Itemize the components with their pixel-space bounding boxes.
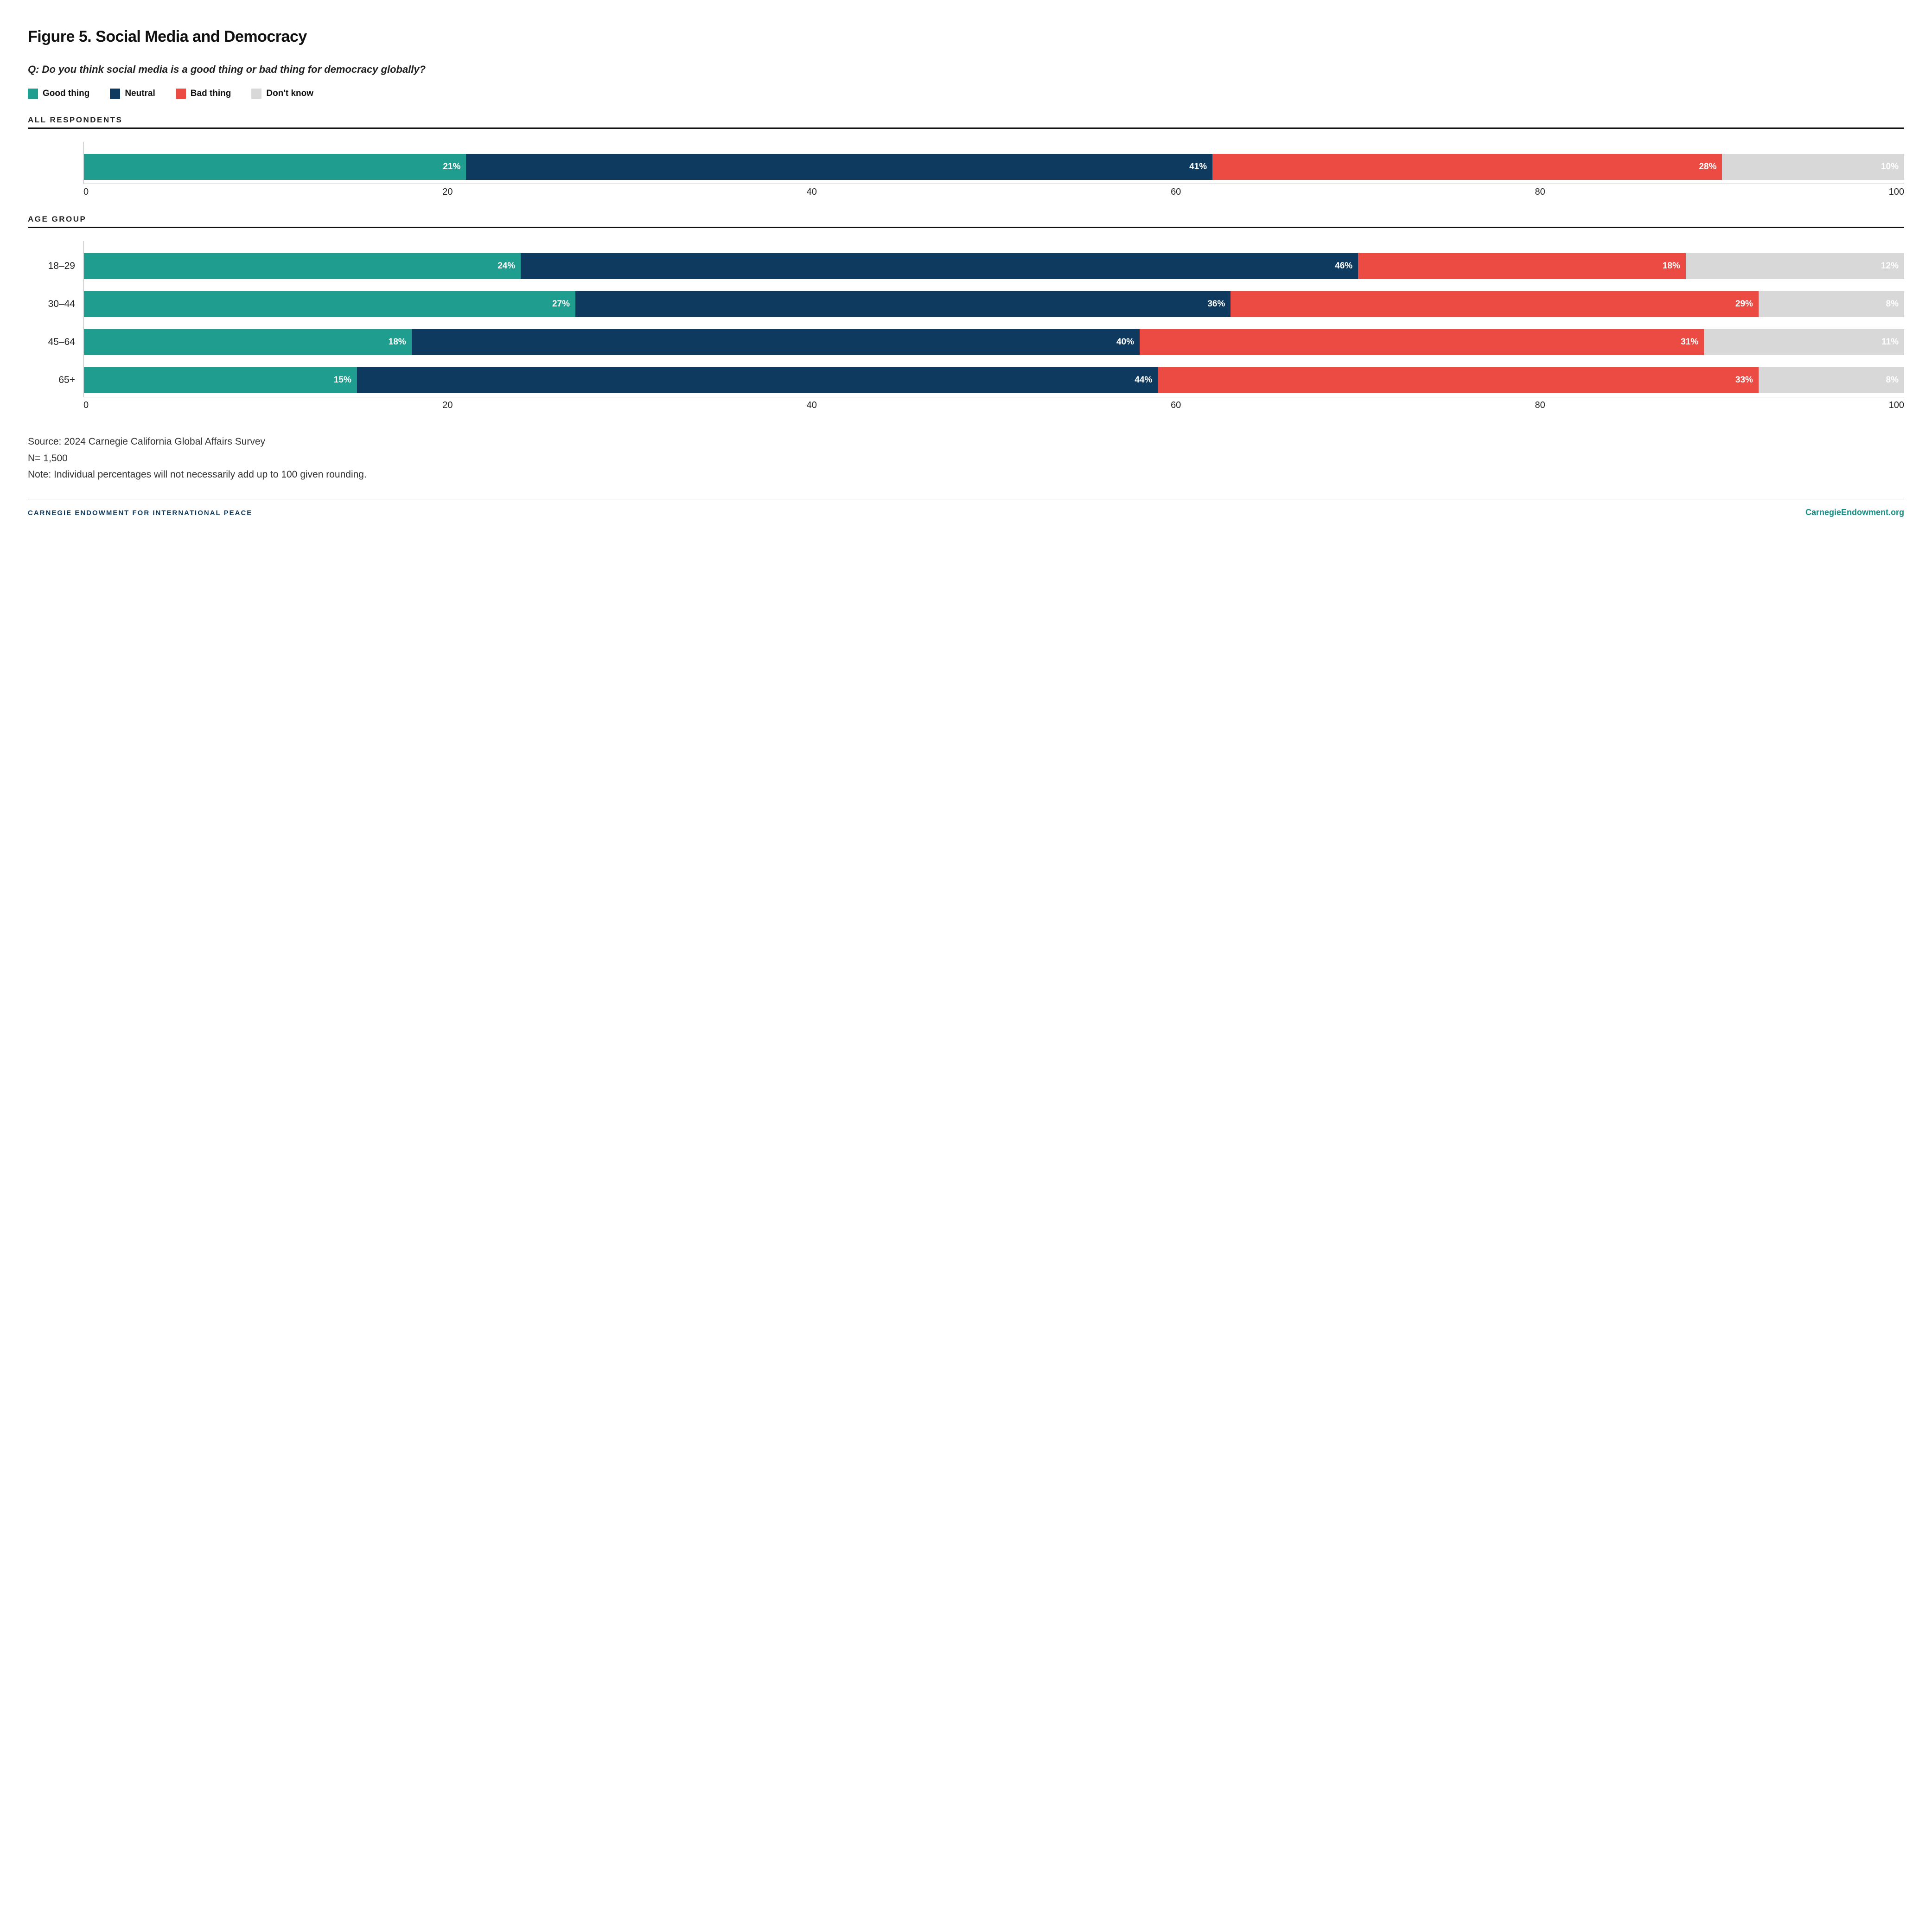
plot-column: 24%46%18%12%27%36%29%8%18%40%31%11%15%44… [83,241,1904,413]
bar-segment-neutral: 46% [521,253,1358,279]
survey-question: Q: Do you think social media is a good t… [28,64,1904,76]
legend-item: Don't know [251,89,313,99]
bar-segment-bad: 29% [1231,291,1759,317]
axis-tick: 20 [442,187,453,198]
bar-segment-good: 21% [84,154,466,180]
footnotes: Source: 2024 Carnegie California Global … [28,433,1904,483]
x-axis: 0 20 40 60 80 100 [83,397,1904,413]
bar-row: 21%41%28%10% [84,154,1904,180]
bar-area: 24%46%18%12%27%36%29%8%18%40%31%11%15%44… [83,241,1904,397]
bar-segment-dontknow: 8% [1759,367,1904,393]
bar-segment-good: 18% [84,329,412,355]
bar-segment-dontknow: 12% [1686,253,1904,279]
bar-segment-neutral: 40% [412,329,1140,355]
legend-label: Neutral [125,89,155,99]
legend-item: Bad thing [176,89,231,99]
legend-label: Good thing [43,89,89,99]
axis-tick: 60 [1171,400,1181,411]
category-label: 65+ [58,375,75,386]
legend-swatch [251,89,261,99]
legend-label: Don't know [266,89,313,99]
plot-column: 21%41%28%10% 0 20 40 60 80 100 [83,142,1904,200]
category-column: 18–29 30–44 45–64 65+ [28,241,83,413]
bar-segment-dontknow: 10% [1722,154,1904,180]
x-axis: 0 20 40 60 80 100 [83,184,1904,200]
category-label: 18–29 [48,261,75,272]
footnote-source: Source: 2024 Carnegie California Global … [28,433,1904,450]
category-label: 45–64 [48,337,75,348]
section-rule [28,227,1904,228]
figure-title: Figure 5. Social Media and Democracy [28,28,1904,46]
axis-tick: 80 [1535,400,1545,411]
axis-tick: 0 [83,187,89,198]
bar-segment-good: 24% [84,253,521,279]
axis-tick: 80 [1535,187,1545,198]
bar-segment-bad: 31% [1140,329,1704,355]
footer-org: CARNEGIE ENDOWMENT FOR INTERNATIONAL PEA… [28,509,252,517]
bar-area: 21%41%28%10% [83,142,1904,184]
bar-row: 27%36%29%8% [84,291,1904,317]
axis-tick: 40 [807,400,817,411]
legend-swatch [176,89,186,99]
bar-segment-neutral: 36% [575,291,1231,317]
legend-swatch [28,89,38,99]
bar-segment-dontknow: 8% [1759,291,1904,317]
chart-age: 18–2930–4445–6465+24%46%18%12%27%36%29%8… [28,241,1904,413]
footer-url: CarnegieEndowment.org [1805,508,1904,517]
bar-segment-good: 27% [84,291,575,317]
section-rule [28,127,1904,129]
axis-tick: 0 [83,400,89,411]
footnote-n: N= 1,500 [28,450,1904,467]
chart-all: 21%41%28%10% 0 20 40 60 80 100 [28,142,1904,200]
page-footer: CARNEGIE ENDOWMENT FOR INTERNATIONAL PEA… [28,508,1904,517]
bar-row: 15%44%33%8% [84,367,1904,393]
bar-segment-good: 15% [84,367,357,393]
legend: Good thing Neutral Bad thing Don't know [28,89,1904,99]
legend-item: Good thing [28,89,89,99]
category-label: 30–44 [48,299,75,310]
footnote-note: Note: Individual percentages will not ne… [28,466,1904,483]
bar-segment-bad: 18% [1358,253,1686,279]
legend-item: Neutral [110,89,155,99]
axis-tick: 100 [1889,400,1904,411]
bar-segment-bad: 33% [1158,367,1759,393]
axis-tick: 20 [442,400,453,411]
bar-segment-neutral: 44% [357,367,1158,393]
axis-tick: 100 [1889,187,1904,198]
bar-segment-neutral: 41% [466,154,1212,180]
legend-swatch [110,89,120,99]
axis-tick: 40 [807,187,817,198]
axis-tick: 60 [1171,187,1181,198]
section-label: AGE GROUP [28,215,1904,224]
bar-segment-dontknow: 11% [1704,329,1904,355]
bar-segment-bad: 28% [1212,154,1722,180]
legend-label: Bad thing [191,89,231,99]
section-label: ALL RESPONDENTS [28,115,1904,125]
bar-row: 18%40%31%11% [84,329,1904,355]
bar-row: 24%46%18%12% [84,253,1904,279]
category-column [28,142,83,200]
